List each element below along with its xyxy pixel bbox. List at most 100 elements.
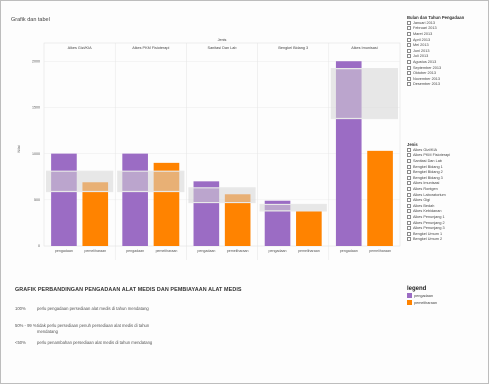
checkbox[interactable]	[407, 54, 411, 59]
jenis-filter-item[interactable]: Bengkel Umum 1	[407, 231, 450, 237]
x-axis-bar-labels: pengadaan pemeliharaan pengadaan pemelihara…	[55, 249, 391, 253]
bar-label: pemeliharaan	[227, 249, 249, 253]
checkbox[interactable]	[407, 203, 411, 208]
checkbox[interactable]	[407, 220, 411, 225]
jenis-filter-title: Jenis	[407, 142, 418, 147]
note-key: 50% - 99 %	[15, 323, 37, 328]
legend-label: pengadaan	[414, 293, 434, 298]
jenis-filter-item[interactable]: Alkes Gizi/KIA	[407, 147, 450, 153]
month-filter-label: November 2013	[413, 76, 441, 81]
jenis-filter-item[interactable]: Alkes Bedah	[407, 203, 450, 209]
jenis-filter-item[interactable]: Alkes Kebidanan	[407, 209, 450, 215]
month-filter-item[interactable]: Februari 2013	[407, 26, 464, 32]
note-text: perlu penambahan persediaan alat medis d…	[37, 340, 153, 345]
reference-band	[117, 171, 185, 192]
checkbox[interactable]	[407, 158, 411, 163]
month-filter-title: Bulan dan Tahun Pengadaan	[407, 15, 465, 20]
jenis-filter-item[interactable]: Alkes Imunisasi	[407, 181, 450, 187]
bar-label: pemeliharaan	[156, 249, 178, 253]
jenis-filter-item[interactable]: Alkes Penunjang 1	[407, 214, 450, 220]
month-filter-item[interactable]: Mei 2013	[407, 42, 464, 48]
jenis-filter-label: Alkes Rontgen	[413, 186, 438, 191]
checkbox[interactable]	[407, 231, 411, 236]
jenis-filter-item[interactable]: Sanitasi Dan Lab	[407, 158, 450, 164]
month-filter-list: Januari 2013 Februari 2013 Maret 2013 April…	[407, 20, 464, 87]
jenis-filter-item[interactable]: Alkes Penunjang 2	[407, 220, 450, 226]
checkbox[interactable]	[407, 147, 411, 152]
jenis-filter-item[interactable]: Alkes Rontgen	[407, 186, 450, 192]
checkbox[interactable]	[407, 59, 411, 64]
jenis-filter-label: Bengkel Bidang 1	[413, 164, 443, 169]
checkbox[interactable]	[407, 82, 411, 87]
jenis-filter-item[interactable]: Alkes Penunjang 3	[407, 225, 450, 231]
category-header: Alkes Imunisasi	[351, 46, 378, 50]
y-tick-label: 500	[34, 198, 40, 202]
bar-label: pengadaan	[55, 249, 73, 253]
jenis-filter-item[interactable]: Alkes Laboratorium	[407, 192, 450, 198]
month-filter-item[interactable]: Maret 2013	[407, 31, 464, 37]
jenis-filter-label: Alkes Imunisasi	[413, 181, 440, 186]
checkbox[interactable]	[407, 65, 411, 70]
month-filter-item[interactable]: November 2013	[407, 76, 464, 82]
month-filter-label: Mei 2013	[413, 43, 429, 48]
legend-label: pemeliharaan	[414, 300, 438, 305]
category-header: Sanitasi Dan Lab	[208, 46, 237, 50]
jenis-filter-item[interactable]: Bengkel Bidang 3	[407, 175, 450, 181]
checkbox[interactable]	[407, 71, 411, 76]
bars	[51, 61, 393, 246]
checkbox[interactable]	[407, 76, 411, 81]
month-filter-label: Februari 2013	[413, 26, 437, 31]
jenis-filter-label: Alkes Gigi	[413, 198, 431, 203]
month-filter-item[interactable]: Juli 2013	[407, 54, 464, 60]
bar-label: pemeliharaan	[84, 249, 106, 253]
jenis-filter-item[interactable]: Alkes Gigi	[407, 197, 450, 203]
legend-title: legend	[407, 286, 427, 292]
month-filter-item[interactable]: April 2013	[407, 37, 464, 43]
checkbox[interactable]	[407, 237, 411, 242]
jenis-filter-item[interactable]: Bengkel Umum 2	[407, 237, 450, 243]
jenis-filter-item[interactable]: Bengkel Bidang 2	[407, 169, 450, 175]
jenis-filter-label: Alkes Bedah	[413, 203, 435, 208]
month-filter-item[interactable]: Agustus 2013	[407, 59, 464, 65]
checkbox[interactable]	[407, 31, 411, 36]
category-headers: Alkes Gizi/KIA Alkes PKM Fisioterapi Sanit…	[68, 46, 378, 50]
reference-bands	[46, 68, 398, 212]
bar-pengadaan	[51, 153, 77, 246]
legend: legend pengadaan pemeliharaan	[407, 286, 479, 306]
bar-label: pemeliharaan	[298, 249, 320, 253]
month-filter-label: September 2013	[413, 65, 442, 70]
month-filter-item[interactable]: Oktober 2013	[407, 70, 464, 76]
checkbox[interactable]	[407, 175, 411, 180]
column-header: Jenis	[218, 38, 227, 42]
month-filter-item[interactable]: September 2013	[407, 65, 464, 71]
month-filter-item[interactable]: Juni 2013	[407, 48, 464, 54]
bar-label: pemeliharaan	[369, 249, 391, 253]
checkbox[interactable]	[407, 20, 411, 25]
month-filter-item[interactable]: Desember 2013	[407, 82, 464, 88]
checkbox[interactable]	[407, 164, 411, 169]
month-filter-item[interactable]: Januari 2013	[407, 20, 464, 26]
checkbox[interactable]	[407, 209, 411, 214]
y-axis-ticks: 0 500 1000 1500 2000	[32, 59, 40, 248]
legend-item[interactable]: pemeliharaan	[407, 299, 479, 306]
legend-item[interactable]: pengadaan	[407, 292, 479, 299]
jenis-filter-item[interactable]: Bengkel Bidang 1	[407, 164, 450, 170]
jenis-filter-label: Alkes Penunjang 3	[413, 226, 445, 231]
checkbox[interactable]	[407, 181, 411, 186]
checkbox[interactable]	[407, 37, 411, 42]
month-filter-label: Desember 2013	[413, 82, 441, 87]
checkbox[interactable]	[407, 48, 411, 53]
checkbox[interactable]	[407, 186, 411, 191]
note-row: 100% perlu pengadaan persediaan alat med…	[15, 306, 167, 312]
checkbox[interactable]	[407, 214, 411, 219]
checkbox[interactable]	[407, 26, 411, 31]
checkbox[interactable]	[407, 153, 411, 158]
checkbox[interactable]	[407, 198, 411, 203]
jenis-filter-label: Alkes Gizi/KIA	[413, 147, 438, 152]
month-filter-label: Maret 2013	[413, 31, 433, 36]
checkbox[interactable]	[407, 170, 411, 175]
checkbox[interactable]	[407, 43, 411, 48]
checkbox[interactable]	[407, 192, 411, 197]
jenis-filter-item[interactable]: Alkes PKM Fisioterapi	[407, 153, 450, 159]
checkbox[interactable]	[407, 226, 411, 231]
